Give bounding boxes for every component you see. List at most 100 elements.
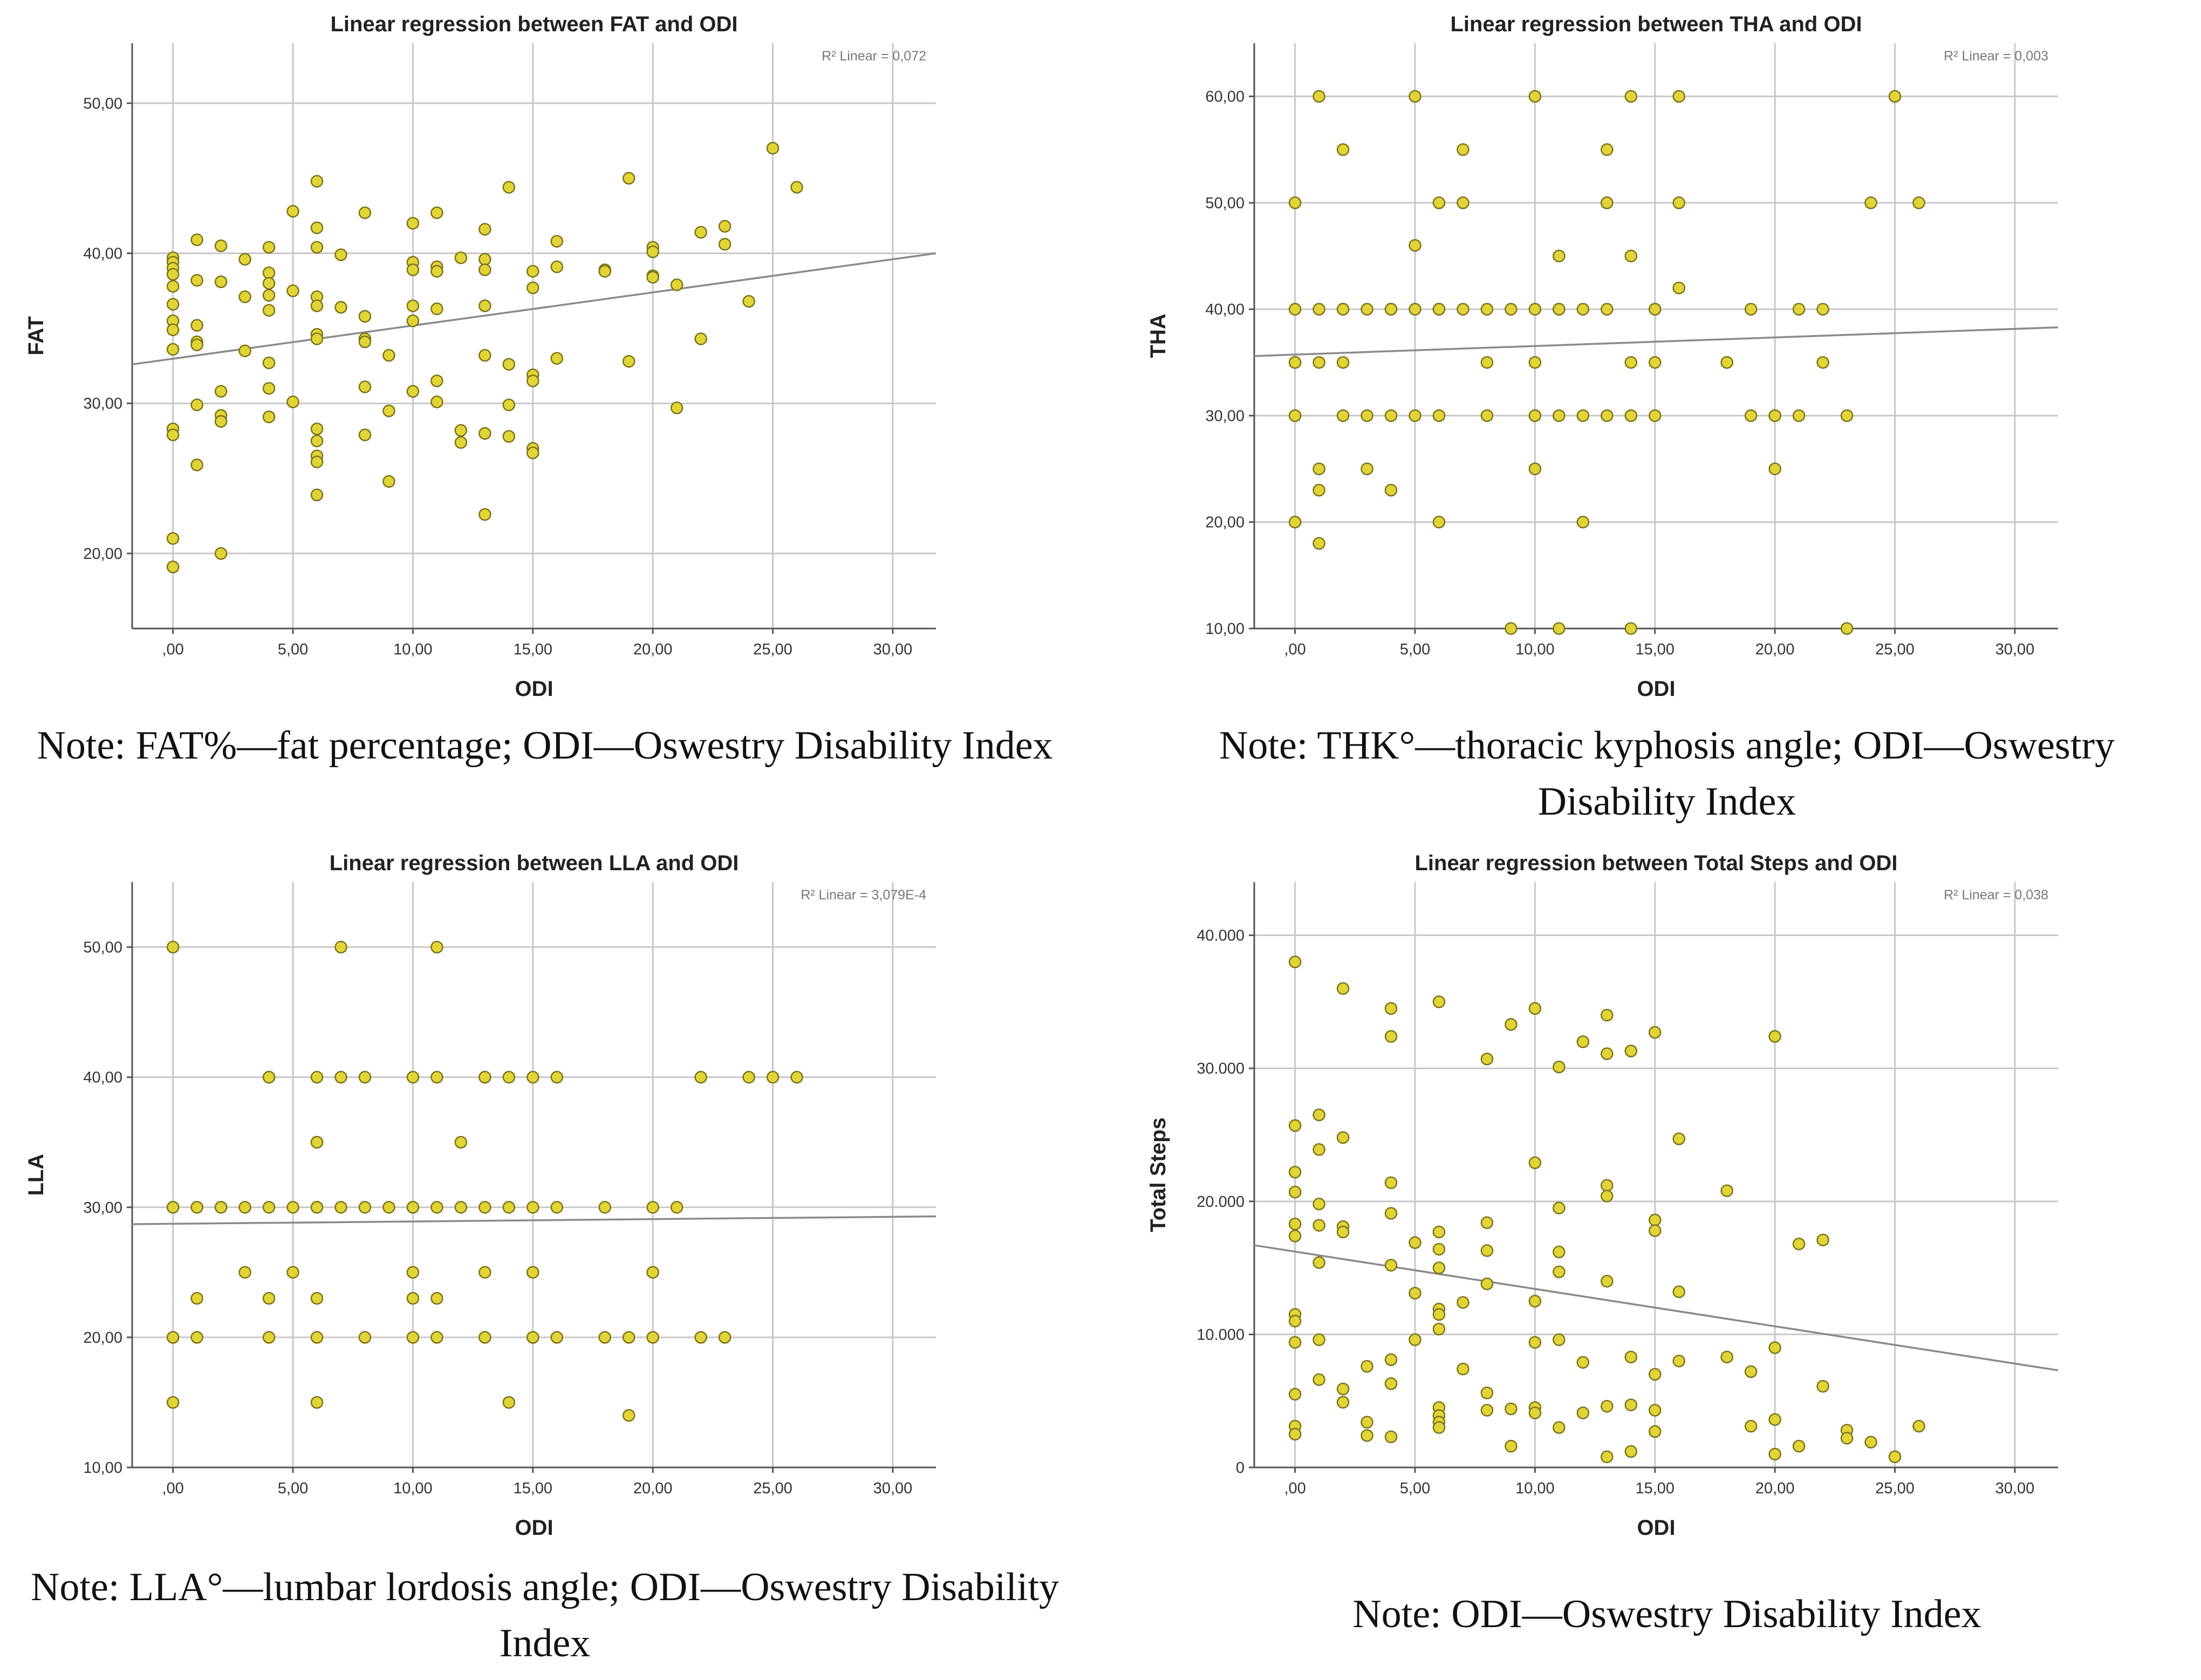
data-point: [694, 226, 707, 239]
data-point: [190, 274, 203, 287]
data-point: [214, 1201, 228, 1214]
data-point: [766, 141, 780, 155]
x-tick-label: ,00: [162, 641, 183, 658]
data-point: [238, 1266, 251, 1279]
x-tick-label: 20,00: [1755, 641, 1795, 658]
data-point: [479, 427, 491, 440]
data-point: [1336, 982, 1350, 995]
data-point: [1313, 1333, 1325, 1347]
fat-odi-scatter-chart: 20,00 30,00 40,00 50,00 ,00 5,00 10,00 15,00 20,…: [24, 12, 937, 701]
data-point: [406, 1331, 420, 1344]
y-tick-label: 50,00: [83, 95, 122, 112]
y-axis-label: FAT: [24, 316, 48, 356]
y-tick-label: 60,00: [1205, 88, 1245, 106]
data-point: [262, 1201, 276, 1214]
x-tick-label: 30,00: [873, 641, 913, 658]
data-point: [1528, 1002, 1542, 1015]
data-point: [1624, 356, 1638, 369]
data-point: [430, 1331, 443, 1344]
data-point: [1553, 1245, 1566, 1259]
regression-line: [1254, 1244, 2059, 1371]
y-tick-label: 0: [1236, 1459, 1245, 1477]
data-point: [190, 233, 203, 247]
data-point: [479, 252, 491, 266]
x-tick-label: 20,00: [1755, 1480, 1795, 1497]
data-point: [1672, 1354, 1686, 1368]
data-point: [622, 1331, 635, 1344]
y-tick-label: 50,00: [1205, 195, 1245, 212]
data-point: [1649, 1213, 1662, 1227]
data-point: [310, 175, 324, 188]
data-point: [502, 398, 516, 412]
data-point: [1601, 1008, 1614, 1022]
data-point: [1816, 1233, 1829, 1247]
data-point: [1720, 1184, 1733, 1197]
data-point: [1480, 1053, 1494, 1066]
data-point: [1457, 143, 1469, 156]
data-point: [527, 265, 539, 278]
data-point: [1336, 1382, 1350, 1396]
data-point: [742, 295, 755, 308]
fat-note: Note: FAT%—fat percentage; ODI—Oswestry …: [37, 723, 1053, 768]
data-point: [1553, 1421, 1566, 1434]
data-point: [382, 1201, 395, 1214]
data-point: [166, 1331, 180, 1344]
data-point: [262, 1070, 276, 1084]
data-point: [1288, 1336, 1302, 1349]
data-point: [479, 223, 491, 236]
data-point: [430, 1201, 443, 1214]
data-point: [1313, 1373, 1325, 1386]
data-point: [166, 940, 180, 954]
data-point: [1505, 622, 1518, 635]
data-point: [358, 335, 372, 349]
data-point: [358, 206, 372, 220]
data-point: [502, 358, 516, 371]
data-point: [1480, 1277, 1494, 1290]
x-tick-label: 20,00: [633, 1480, 673, 1497]
data-point: [1768, 1413, 1781, 1426]
data-point: [502, 181, 516, 194]
data-point: [1361, 1429, 1373, 1442]
data-point: [1624, 622, 1638, 635]
data-point: [1480, 1387, 1494, 1399]
data-point: [1912, 1419, 1925, 1433]
data-point: [358, 428, 372, 441]
data-point: [1624, 90, 1638, 103]
data-point: [1601, 409, 1614, 422]
data-point: [1336, 143, 1350, 156]
data-point: [310, 332, 324, 345]
data-point: [1288, 1428, 1302, 1441]
data-point: [1361, 1416, 1373, 1429]
y-axis-label: LLA: [24, 1154, 48, 1196]
data-point: [286, 284, 299, 297]
data-point: [214, 239, 228, 252]
y-tick-label: 40,00: [1205, 301, 1245, 318]
data-point: [1409, 303, 1421, 316]
chart-panel-lla: 10,00 20,00 30,00 40,00 50,00 ,00 5,00 10,00 15,…: [0, 839, 1079, 1551]
data-point: [1336, 356, 1350, 369]
data-point: [1553, 1061, 1566, 1074]
data-point: [718, 238, 732, 251]
data-point: [1313, 1198, 1325, 1211]
data-point: [1768, 409, 1781, 422]
data-point: [334, 1201, 347, 1214]
data-point: [1528, 303, 1542, 316]
data-point: [406, 217, 420, 230]
data-point: [742, 1070, 755, 1084]
chart-panel-total-steps: 0 10.000 20.000 30.000 40.000 ,00 5,00 10,00 15,…: [1122, 839, 2201, 1551]
data-point: [454, 1136, 468, 1149]
data-point: [1576, 515, 1590, 529]
data-point: [358, 380, 372, 393]
regression-line: [132, 1215, 937, 1225]
data-point: [1432, 303, 1446, 316]
data-point: [1457, 196, 1469, 209]
data-point: [694, 1331, 707, 1344]
data-point: [1313, 537, 1325, 550]
data-point: [1384, 1259, 1398, 1272]
data-point: [1505, 1402, 1518, 1416]
data-point: [1576, 1035, 1590, 1048]
data-point: [1480, 356, 1494, 369]
data-point: [1384, 1176, 1398, 1190]
data-point: [1649, 1404, 1662, 1417]
data-point: [214, 547, 228, 560]
